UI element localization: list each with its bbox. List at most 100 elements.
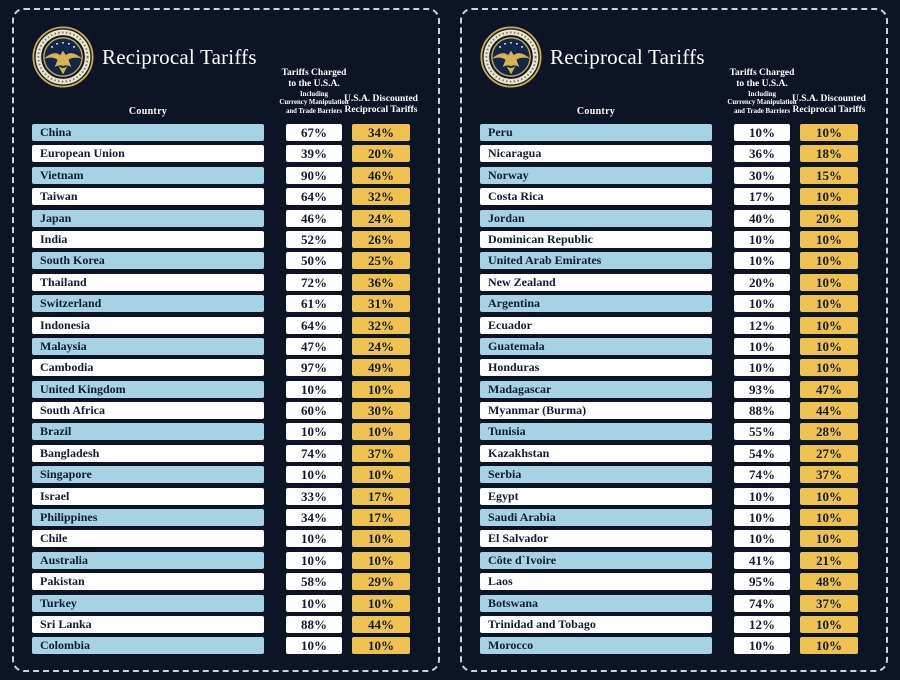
- charged-header-sub2: Currency Manipulation: [727, 99, 797, 107]
- discounted-header-line2: Reciprocal Tariffs: [792, 104, 866, 115]
- country-cell: Myanmar (Burma): [480, 402, 712, 420]
- table-row: Colombia 10% 10%: [32, 637, 410, 655]
- charged-header-line1: Tariffs Charged: [729, 68, 795, 79]
- discounted-tariff-cell: 25%: [352, 252, 410, 270]
- country-cell: Nicaragua: [480, 145, 712, 163]
- discounted-tariff-cell: 10%: [800, 124, 858, 141]
- country-cell: Guatemala: [480, 337, 712, 355]
- table-row: South Africa 60% 30%: [32, 402, 410, 420]
- discounted-tariff-cell: 10%: [352, 551, 410, 569]
- discounted-tariff-cell: 10%: [800, 637, 858, 655]
- country-cell: Argentina: [480, 295, 712, 313]
- table-row: Guatemala 10% 10%: [480, 337, 858, 355]
- table-row: Madagascar 93% 47%: [480, 380, 858, 398]
- presidential-seal-icon: [32, 26, 94, 88]
- charged-tariff-cell: 30%: [734, 166, 790, 184]
- country-cell: Malaysia: [32, 337, 264, 355]
- table-row: Taiwan 64% 32%: [32, 188, 410, 206]
- discounted-column-header: U.S.A. Discounted Reciprocal Tariffs: [773, 94, 885, 116]
- country-cell: Morocco: [480, 637, 712, 655]
- discounted-tariff-cell: 32%: [352, 188, 410, 206]
- country-cell: Norway: [480, 166, 712, 184]
- panel-header: Reciprocal Tariffs Country Tariffs Charg…: [32, 16, 418, 118]
- country-cell: Madagascar: [480, 380, 712, 398]
- charged-header-line2: to the U.S.A.: [288, 79, 340, 90]
- charged-tariff-cell: 36%: [734, 145, 790, 163]
- presidential-seal-icon: [480, 26, 542, 88]
- charged-tariff-cell: 67%: [286, 124, 342, 141]
- table-row: Côte d`Ivoire 41% 21%: [480, 551, 858, 569]
- country-cell: Japan: [32, 209, 264, 227]
- discounted-tariff-cell: 24%: [352, 209, 410, 227]
- tariff-panel-left: Reciprocal Tariffs Country Tariffs Charg…: [12, 8, 440, 672]
- country-cell: Pakistan: [32, 573, 264, 591]
- discounted-tariff-cell: 31%: [352, 295, 410, 313]
- table-row: Sri Lanka 88% 44%: [32, 615, 410, 633]
- country-cell: European Union: [32, 145, 264, 163]
- country-cell: El Salvador: [480, 530, 712, 548]
- table-row: Serbia 74% 37%: [480, 466, 858, 484]
- table-row: Vietnam 90% 46%: [32, 166, 410, 184]
- charged-tariff-cell: 34%: [286, 509, 342, 527]
- discounted-tariff-cell: 10%: [352, 530, 410, 548]
- country-cell: Laos: [480, 573, 712, 591]
- charged-tariff-cell: 10%: [734, 359, 790, 377]
- discounted-header-column: U.S.A. Discounted Reciprocal Tariffs: [344, 94, 418, 118]
- table-row: European Union 39% 20%: [32, 145, 410, 163]
- country-cell: Taiwan: [32, 188, 264, 206]
- discounted-tariff-cell: 10%: [800, 316, 858, 334]
- charged-tariff-cell: 88%: [286, 615, 342, 633]
- table-row: Norway 30% 15%: [480, 166, 858, 184]
- country-cell: Cambodia: [32, 359, 264, 377]
- country-cell: Botswana: [480, 594, 712, 612]
- discounted-tariff-cell: 10%: [352, 466, 410, 484]
- charged-tariff-cell: 74%: [734, 594, 790, 612]
- country-cell: Vietnam: [32, 166, 264, 184]
- discounted-tariff-cell: 18%: [800, 145, 858, 163]
- charged-tariff-cell: 10%: [286, 637, 342, 655]
- charged-tariff-cell: 39%: [286, 145, 342, 163]
- charged-tariff-cell: 33%: [286, 487, 342, 505]
- country-cell: Ecuador: [480, 316, 712, 334]
- charged-header-sub1: Including: [300, 90, 328, 98]
- country-cell: Honduras: [480, 359, 712, 377]
- seal-title-row: Reciprocal Tariffs: [480, 26, 712, 88]
- charged-tariff-cell: 41%: [734, 551, 790, 569]
- discounted-tariff-cell: 46%: [352, 166, 410, 184]
- discounted-header-line1: U.S.A. Discounted: [344, 93, 418, 104]
- seal-title-row: Reciprocal Tariffs: [32, 26, 264, 88]
- country-cell: Egypt: [480, 487, 712, 505]
- table-row: Bangladesh 74% 37%: [32, 444, 410, 462]
- discounted-tariff-cell: 27%: [800, 444, 858, 462]
- table-row: Botswana 74% 37%: [480, 594, 858, 612]
- discounted-tariff-cell: 15%: [800, 166, 858, 184]
- table-row: Australia 10% 10%: [32, 551, 410, 569]
- table-row: Pakistan 58% 29%: [32, 573, 410, 591]
- charged-tariff-cell: 60%: [286, 402, 342, 420]
- charged-tariff-cell: 12%: [734, 615, 790, 633]
- table-row: Cambodia 97% 49%: [32, 359, 410, 377]
- table-row: Myanmar (Burma) 88% 44%: [480, 402, 858, 420]
- charged-tariff-cell: 54%: [734, 444, 790, 462]
- table-row: Laos 95% 48%: [480, 573, 858, 591]
- charged-header-sub1: Including: [748, 90, 776, 98]
- table-row: Ecuador 12% 10%: [480, 316, 858, 334]
- discounted-tariff-cell: 10%: [352, 423, 410, 441]
- country-column-header: Country: [128, 106, 168, 117]
- charged-tariff-cell: 64%: [286, 316, 342, 334]
- tariff-panel-right: Reciprocal Tariffs Country Tariffs Charg…: [460, 8, 888, 672]
- country-cell: Jordan: [480, 209, 712, 227]
- charged-tariff-cell: 20%: [734, 273, 790, 291]
- charged-tariff-cell: 55%: [734, 423, 790, 441]
- charged-tariff-cell: 64%: [286, 188, 342, 206]
- charged-tariff-cell: 88%: [734, 402, 790, 420]
- discounted-tariff-cell: 17%: [352, 509, 410, 527]
- discounted-header-column: U.S.A. Discounted Reciprocal Tariffs: [792, 94, 866, 118]
- table-row: Thailand 72% 36%: [32, 273, 410, 291]
- country-cell: Israel: [32, 487, 264, 505]
- country-cell: Colombia: [32, 637, 264, 655]
- charged-tariff-cell: 10%: [734, 252, 790, 270]
- country-column-header: Country: [576, 106, 616, 117]
- charged-tariff-cell: 10%: [734, 230, 790, 248]
- country-cell: Serbia: [480, 466, 712, 484]
